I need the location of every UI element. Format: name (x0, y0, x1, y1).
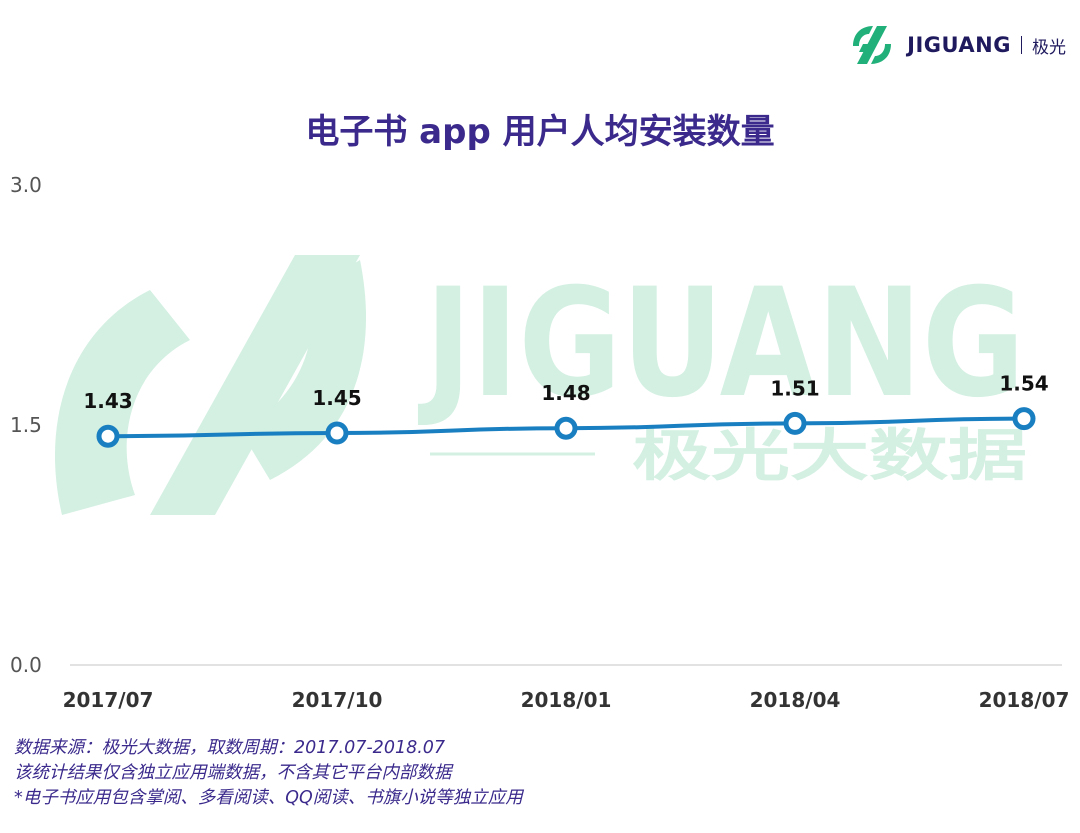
data-label: 1.54 (999, 372, 1048, 396)
x-tick-label: 2018/01 (521, 688, 612, 712)
data-label: 1.51 (770, 376, 819, 400)
logo-divider (1021, 36, 1022, 54)
data-label: 1.45 (312, 386, 361, 410)
y-tick-label: 3.0 (10, 173, 42, 197)
watermark-text: JIGUANG (417, 257, 1025, 431)
watermark-cn-text: 极光大数据 (632, 424, 1027, 489)
footnote-scope: 该统计结果仅含独立应用端数据，不含其它平台内部数据 (14, 763, 452, 783)
y-tick-label: 0.0 (10, 653, 42, 677)
brand-logo: JIGUANG 极光 (847, 22, 1066, 68)
footnote-source: 数据来源：极光大数据，取数周期：2017.07-2018.07 (14, 738, 446, 758)
data-point (783, 411, 807, 435)
data-label: 1.48 (541, 381, 590, 405)
watermark-logo-shape (55, 290, 190, 515)
x-tick-label: 2017/10 (292, 688, 383, 712)
data-point (96, 424, 120, 448)
data-point (325, 421, 349, 445)
chart-title: 电子书 app 用户人均安装数量 (305, 112, 775, 152)
jiguang-logo-icon (853, 26, 892, 64)
x-tick-label: 2017/07 (63, 688, 154, 712)
logo-text: JIGUANG (907, 33, 1011, 57)
footnotes: 数据来源：极光大数据，取数周期：2017.07-2018.07 该统计结果仅含独… (14, 736, 523, 811)
data-label: 1.43 (83, 389, 132, 413)
x-tick-label: 2018/07 (979, 688, 1070, 712)
footnote-apps: *电子书应用包含掌阅、多看阅读、QQ阅读、书旗小说等独立应用 (14, 788, 523, 808)
chart-axis: 0.0 1.5 3.0 2017/07 2017/10 2018/01 2018/04 201… (10, 173, 1069, 712)
data-point (554, 416, 578, 440)
chart-series: 1.43 1.45 1.48 1.51 1.54 (83, 372, 1049, 448)
watermark-logo-shape (150, 255, 360, 515)
y-tick-label: 1.5 (10, 413, 42, 437)
data-point (1012, 407, 1036, 431)
logo-cn-text: 极光 (1032, 37, 1066, 58)
x-tick-label: 2018/04 (750, 688, 841, 712)
